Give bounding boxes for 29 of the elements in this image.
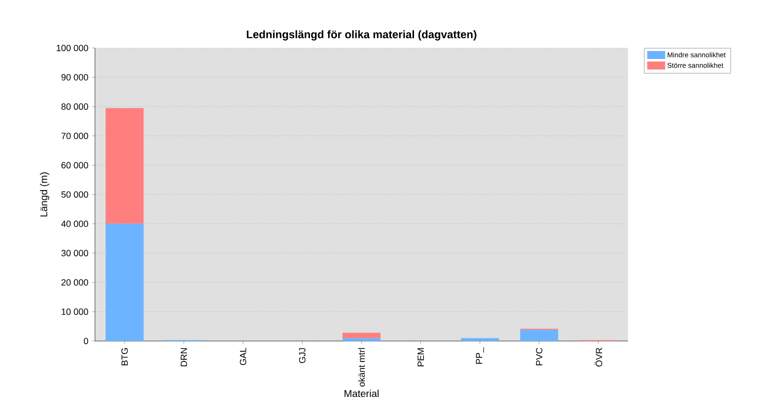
y-tick-label: 70 000 — [62, 132, 88, 140]
x-tick-label: PVC — [536, 348, 542, 366]
bar — [342, 332, 381, 338]
y-tick-label: 10 000 — [62, 308, 88, 315]
bar — [106, 224, 144, 341]
x-axis-title: Material — [344, 390, 379, 398]
y-tick-label: 80 000 — [61, 103, 88, 110]
y-tick-label: 60 000 — [62, 162, 88, 168]
chart-title: Ledningslängd för olika material (dagvatten) — [246, 30, 476, 41]
y-axis-title: Längd (m) — [40, 172, 50, 216]
y-tick-label: 0 — [84, 338, 88, 344]
x-tick-label: DRN — [180, 348, 187, 366]
x-tick-label: PEM — [418, 348, 424, 366]
bar — [106, 108, 144, 224]
y-tick-label: 20 000 — [62, 279, 88, 286]
y-tick-label: 50 000 — [61, 191, 88, 198]
bar — [342, 338, 381, 341]
x-tick-label: PP_ — [476, 347, 484, 364]
x-tick-label: ÖVR — [594, 348, 602, 367]
bar — [520, 330, 558, 341]
y-tick-label: 40 000 — [61, 220, 88, 227]
x-tick-label: GJJ — [299, 348, 306, 364]
x-tick-label: BTG — [121, 348, 128, 366]
y-tick-label: 90 000 — [61, 74, 88, 80]
y-tick-label: 100 000 — [56, 44, 88, 52]
bar — [460, 338, 499, 341]
y-tick-label: 30 000 — [61, 250, 88, 256]
x-tick-label: GAL — [240, 348, 246, 366]
x-tick-label: okänt mtrl — [358, 348, 365, 387]
